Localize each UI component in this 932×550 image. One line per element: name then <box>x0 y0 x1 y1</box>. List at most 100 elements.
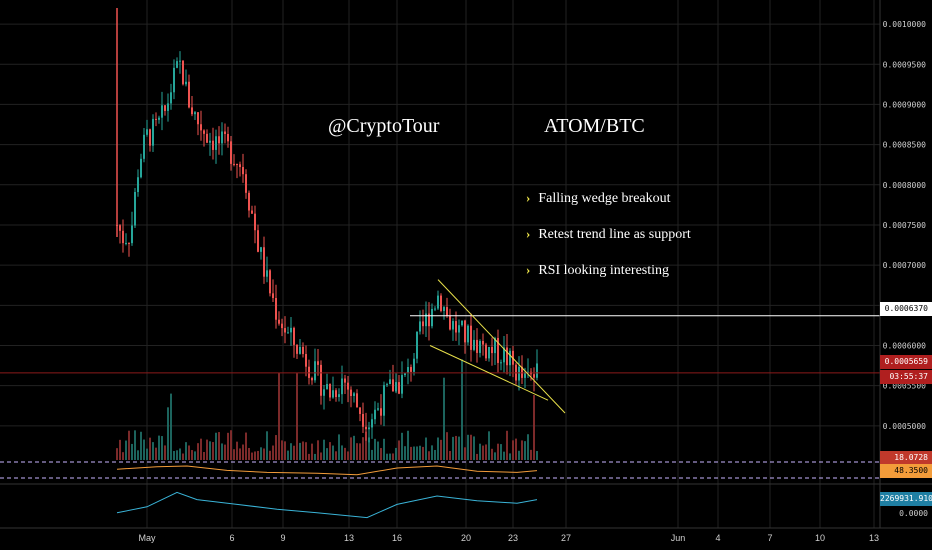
time-tick-label: 23 <box>508 533 518 543</box>
candle-body <box>362 413 364 427</box>
candle-body <box>128 242 130 244</box>
candle-body <box>257 230 259 252</box>
volume-tag: 18.0728 <box>880 451 932 465</box>
volume-bar <box>176 450 178 460</box>
price-tick-label: 0.0006000 <box>883 342 927 351</box>
candle-body <box>293 327 295 345</box>
rsi-line <box>116 465 538 476</box>
volume-bar <box>224 444 226 460</box>
candle-body <box>230 141 232 164</box>
time-tick-label: May <box>138 533 156 543</box>
volume-bar <box>467 434 469 460</box>
candle-body <box>242 167 244 175</box>
candle-body <box>395 382 397 392</box>
volume-bar <box>518 450 520 460</box>
candle-body <box>392 379 394 392</box>
volume-bar <box>524 441 526 460</box>
time-tick-label: 10 <box>815 533 825 543</box>
volume-bar <box>248 447 250 460</box>
volume-bar <box>209 441 211 460</box>
volume-bar <box>431 445 433 460</box>
candle-body <box>290 327 292 333</box>
countdown-tag: 03:55:37 <box>880 370 932 384</box>
price-tick-label: 0.0007000 <box>883 261 927 270</box>
candle-body <box>371 419 373 428</box>
volume-bar <box>314 453 316 460</box>
volume-bar <box>509 453 511 460</box>
volume-bar <box>461 359 463 460</box>
candle-body <box>524 372 526 378</box>
candle-body <box>401 375 403 394</box>
volume-bar <box>446 432 448 460</box>
volume-bar <box>263 448 265 460</box>
volume-bar <box>221 443 223 460</box>
volume-bar <box>245 432 247 460</box>
candle-body <box>503 347 505 363</box>
volume-bar <box>485 444 487 460</box>
volume-bar <box>332 445 334 460</box>
bullet-text: Falling wedge breakout <box>538 191 671 206</box>
candle-body <box>506 347 508 366</box>
volume-bar <box>359 443 361 460</box>
obv-line <box>116 491 538 519</box>
volume-bar <box>140 431 142 460</box>
bullet-text: Retest trend line as support <box>538 227 691 242</box>
volume-bar <box>530 449 532 460</box>
grid <box>0 0 880 528</box>
candle-body <box>152 118 154 146</box>
price-tick-label: 0.0009500 <box>883 60 927 69</box>
candle-body <box>458 325 460 333</box>
candle-body <box>389 379 391 385</box>
volume-bar <box>155 447 157 460</box>
volume-bar <box>269 450 271 460</box>
volume-bar <box>506 430 508 460</box>
candle-body <box>341 378 343 395</box>
volume-bar <box>233 449 235 460</box>
volume-bar <box>500 444 502 460</box>
candle-body <box>509 350 511 366</box>
candle-body <box>383 385 385 416</box>
candle-body <box>179 60 181 62</box>
wedge-lower-line <box>429 345 549 401</box>
candle-body <box>326 384 328 390</box>
candle-body <box>305 354 307 367</box>
candle-body <box>215 136 217 150</box>
candle-body <box>278 319 280 324</box>
volume-bar <box>281 440 283 460</box>
candle-body <box>431 308 433 327</box>
candle-body <box>176 61 178 68</box>
candle-body <box>440 295 442 311</box>
current-price-tag: 0.0005659 <box>880 355 932 369</box>
volume-bar <box>428 451 430 460</box>
volume-bar <box>377 441 379 460</box>
volume-bar <box>389 453 391 460</box>
indicator-panes <box>0 461 932 519</box>
volume-bar <box>350 437 352 460</box>
volume-bar <box>536 451 538 460</box>
candle-body <box>233 163 235 165</box>
volume-bar <box>128 430 130 460</box>
volume-bar <box>161 436 163 460</box>
volume-bar <box>371 449 373 460</box>
candle-body <box>407 367 409 374</box>
candle-body <box>377 408 379 410</box>
volume-bar <box>494 452 496 460</box>
candle-body <box>221 131 223 144</box>
volume-bar <box>134 430 136 460</box>
price-tick-label: 0.0008500 <box>883 141 927 150</box>
volume-bar <box>410 446 412 460</box>
volume-bar <box>200 438 202 460</box>
volume-bar <box>173 450 175 460</box>
candle-body <box>518 366 520 381</box>
author-watermark: @CryptoTour <box>328 115 440 137</box>
candle-body <box>476 339 478 353</box>
chevron-right-icon: › <box>526 190 531 205</box>
volume-bar <box>368 437 370 460</box>
volume-bar <box>395 447 397 460</box>
volume-bar <box>164 445 166 460</box>
volume-bar <box>422 446 424 460</box>
volume-bar <box>521 440 523 460</box>
volume-bar <box>326 448 328 460</box>
volume-bar <box>146 448 148 460</box>
